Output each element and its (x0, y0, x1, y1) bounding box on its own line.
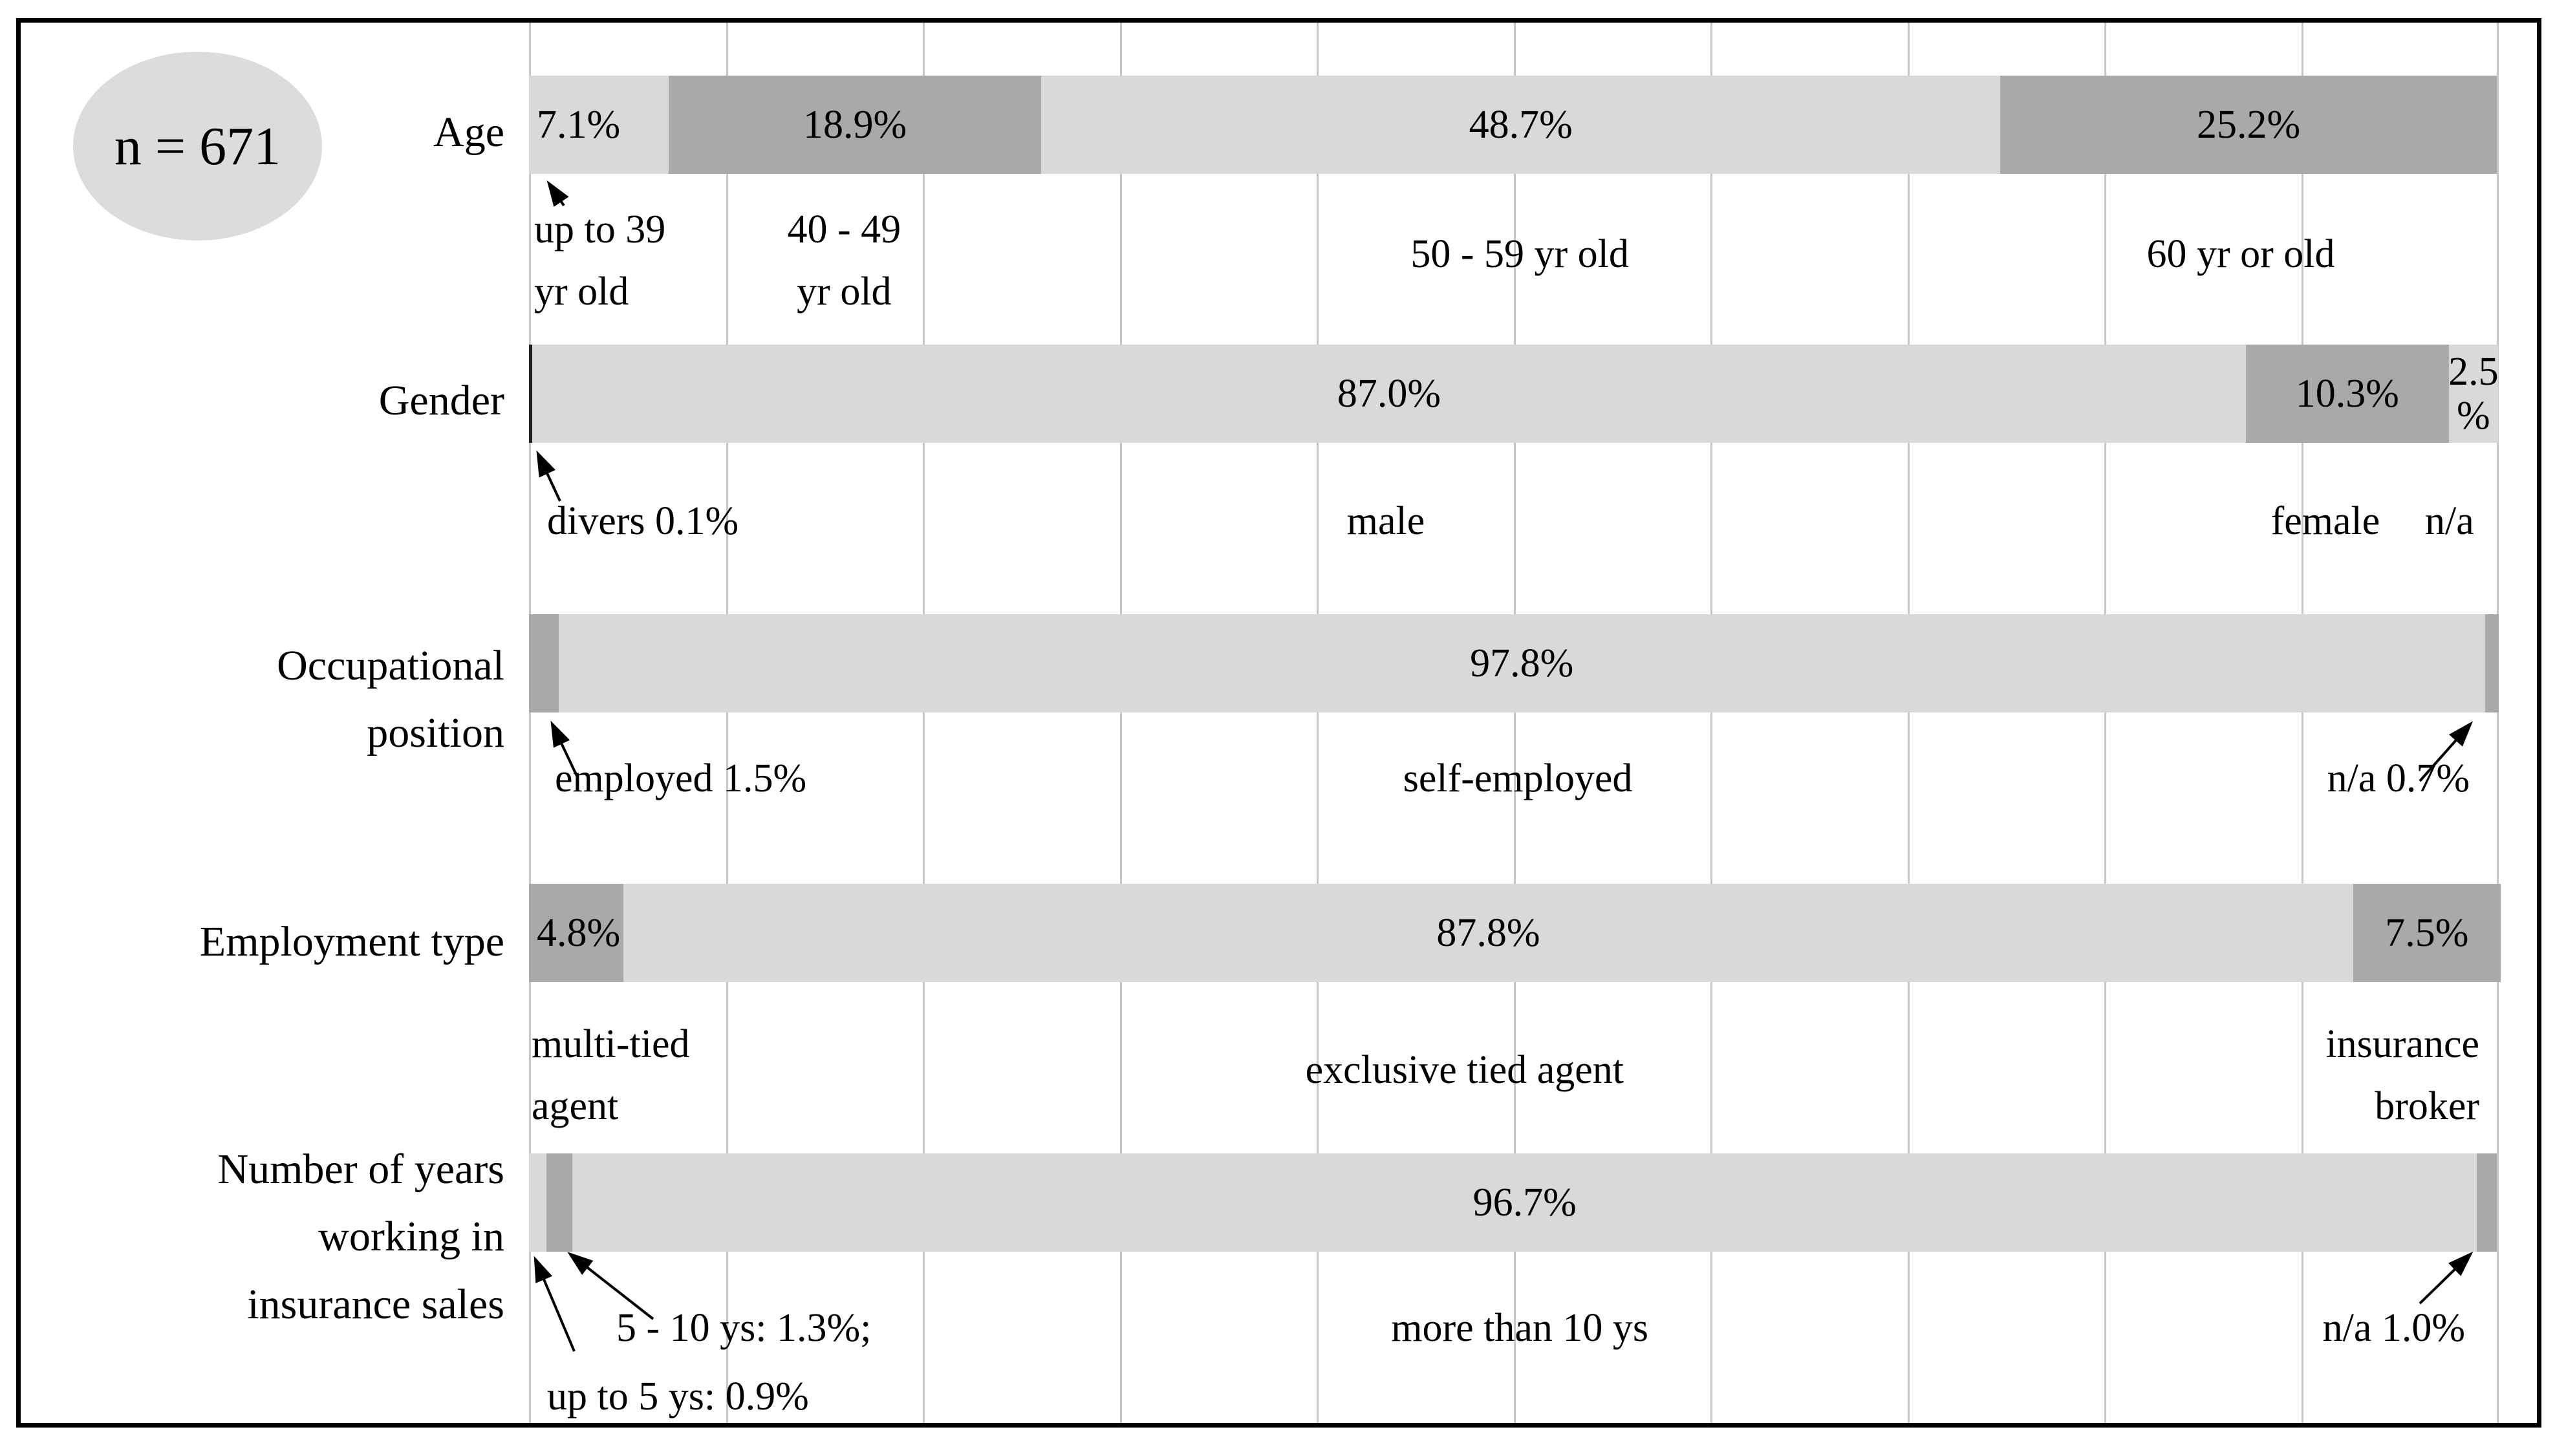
row-occupation: 97.8% employed 1.5% self-employed n/a 0.… (529, 614, 2499, 883)
row-label-occupation: Occupational position (277, 642, 504, 757)
row-label-employment: Employment type (199, 918, 504, 965)
gridline-70pct (1908, 23, 1910, 1423)
caption-gender-male: male (1346, 499, 1425, 543)
caption-employment-multi-tied: multi-tied agent (532, 1022, 690, 1129)
caption-years-up-to-5: up to 5 ys: 0.9% (547, 1375, 809, 1419)
segment-years-over-10: 96.7% (572, 1153, 2477, 1252)
segment-occupation-na (2485, 614, 2499, 712)
caption-years-5-10: 5 - 10 ys: 1.3%; (616, 1306, 872, 1350)
gridline-20pct (923, 23, 925, 1423)
value-label: 87.8% (1436, 910, 1540, 955)
segment-employment-broker: 7.5% (2353, 884, 2501, 982)
gridline-90pct (2302, 23, 2303, 1423)
value-label: 18.9% (803, 102, 907, 147)
gridline-0pct (529, 23, 531, 1423)
caption-age-50-59: 50 - 59 yr old (1410, 232, 1629, 276)
segment-age-50-59: 48.7% (1040, 76, 2001, 174)
segment-age-40-49: 18.9% (669, 76, 1041, 174)
caption-occupation-na: n/a 0.7% (2327, 756, 2470, 800)
value-label: 25.2% (2197, 102, 2301, 147)
bar-occupation: 97.8% (529, 614, 2499, 712)
segment-employment-exclusive: 87.8% (623, 884, 2353, 982)
segment-employment-multi-tied: 4.8% (529, 884, 624, 982)
bar-age: 7.1% 18.9% 48.7% 25.2% (529, 76, 2499, 174)
gridline-100pct (2497, 23, 2499, 1423)
caption-occupation-employed: employed 1.5% (555, 756, 807, 800)
value-label: 96.7% (1472, 1180, 1577, 1225)
segment-age-60-plus: 25.2% (2000, 76, 2497, 174)
caption-employment-exclusive: exclusive tied agent (1305, 1048, 1624, 1092)
sample-size-label: n = 671 (114, 116, 281, 177)
row-years: 96.7% 5 - 10 ys: 1.3%; up to 5 ys: 0.9% … (529, 1153, 2499, 1422)
sample-size-ellipse: n = 671 (73, 52, 322, 241)
gridline-60pct (1710, 23, 1712, 1423)
gridline-30pct (1120, 23, 1122, 1423)
caption-age-up-to-39: up to 39 yr old (534, 208, 666, 314)
caption-years-over-10: more than 10 ys (1391, 1306, 1649, 1350)
value-label: 48.7% (1469, 102, 1573, 147)
caption-gender-divers: divers 0.1% (547, 499, 739, 543)
segment-years-na (2477, 1153, 2497, 1252)
value-label: 7.1% (537, 102, 621, 147)
row-employment: 4.8% 87.8% 7.5% multi-tied agent exclusi… (529, 884, 2501, 1152)
segment-gender-na: 2.5 % (2448, 345, 2499, 443)
caption-age-60-plus: 60 yr or old (2146, 232, 2335, 276)
value-label: 97.8% (1470, 641, 1574, 685)
gridline-10pct (726, 23, 728, 1423)
chart-outer-frame (16, 18, 2541, 1428)
caption-gender-female: female (2270, 499, 2380, 543)
gridline-80pct (2104, 23, 2106, 1423)
caption-employment-broker: insurance broker (2325, 1022, 2479, 1129)
bar-years: 96.7% (529, 1153, 2499, 1252)
segment-age-up-to-39: 7.1% (529, 76, 669, 174)
value-label: 4.8% (537, 910, 621, 955)
gridline-40pct (1317, 23, 1319, 1423)
row-gender: 87.0% 10.3% 2.5 % divers 0.1% male femal… (529, 345, 2499, 613)
segment-gender-divers (529, 345, 532, 443)
row-label-age: Age (433, 109, 504, 156)
value-label: 87.0% (1337, 371, 1441, 416)
segment-occupation-employed (529, 614, 559, 712)
bar-employment: 4.8% 87.8% 7.5% (529, 884, 2501, 982)
row-label-years: Number of years working in insurance sal… (217, 1146, 504, 1328)
value-label: 7.5% (2385, 910, 2469, 955)
value-label: 10.3% (2295, 371, 2399, 416)
row-label-gender: Gender (378, 377, 504, 424)
segment-gender-male: 87.0% (532, 345, 2247, 443)
row-age: 7.1% 18.9% 48.7% 25.2% up to 39 yr old 4… (529, 76, 2499, 344)
segment-years-up-to-5 (529, 1153, 547, 1252)
value-label: 2.5 % (2448, 349, 2499, 438)
segment-gender-female: 10.3% (2246, 345, 2449, 443)
bar-gender: 87.0% 10.3% 2.5 % (529, 345, 2499, 443)
caption-age-40-49: 40 - 49 yr old (787, 208, 901, 314)
segment-years-5-10 (546, 1153, 572, 1252)
caption-occupation-self-employed: self-employed (1403, 756, 1633, 800)
caption-years-na: n/a 1.0% (2322, 1306, 2465, 1350)
caption-gender-na: n/a (2424, 499, 2474, 543)
gridline-50pct (1514, 23, 1516, 1423)
segment-occupation-self-employed: 97.8% (558, 614, 2485, 712)
